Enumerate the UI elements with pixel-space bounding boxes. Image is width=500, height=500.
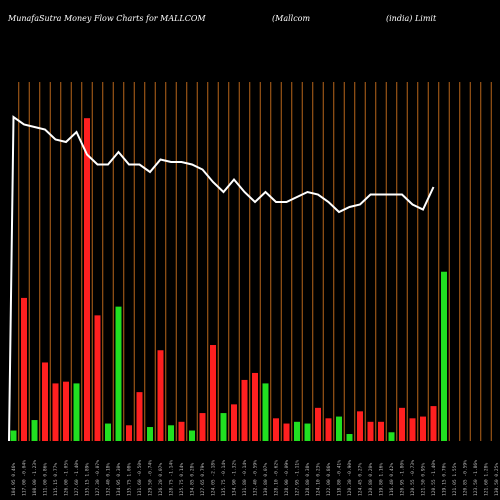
volume-bar [336,416,342,441]
x-tick-label: 117.00 -0.04% [22,460,28,496]
x-tick-label: 135.15 1.89% [85,463,91,496]
company-name-part1: (Mallcom [272,14,311,23]
x-tick-label: 130.50 0.25% [494,463,500,496]
x-tick-label: 121.60 1.28% [484,463,490,496]
volume-bar [367,421,374,441]
x-tick-label: 129.50 -0.74% [148,460,154,496]
volume-bar [315,407,321,441]
x-axis-labels: 104.95 0.46% 117.00 -0.04% 108.00 -1.23% 11… [11,460,500,496]
x-tick-label: 111.00 0.86% [43,463,49,496]
x-tick-label: 132.40 0.18% [106,463,112,496]
volume-bar [10,430,17,441]
x-tick-label: 131.80 -0.14% [242,460,248,496]
x-tick-label: 116.40 0.42% [389,463,395,496]
volume-bar [273,418,279,441]
volume-bar [304,423,311,441]
volume-bar [178,421,185,441]
volume-bar [84,118,90,442]
x-tick-label: 128.75 -1.14% [169,460,175,496]
x-tick-label: 108.00 -1.23% [32,460,38,496]
volume-bar [52,383,59,441]
x-tick-label: 130.80 0.07% [263,463,269,496]
volume-bar [21,297,27,441]
x-tick-label: 120.55 -0.73% [410,460,416,496]
x-tick-label: 104.95 0.46% [11,463,17,496]
volume-bar [262,383,269,441]
x-tick-label: 128.90 -0.09% [284,460,290,496]
x-tick-label: 119.80 1.16% [379,463,385,496]
x-tick-label: 124.45 0.27% [358,463,364,496]
x-tick-label: 131.60 -0.50% [137,460,143,496]
volume-bar [252,372,258,441]
volume-bar [346,434,353,441]
vertical-gridlines [18,82,492,441]
volume-bar [220,413,227,441]
chart-title: MunafaSutra Money Flow Charts for MALLCO… [8,14,206,23]
x-tick-label: 120.30 -0.90% [347,460,353,496]
x-tick-label: 135.75 -0.14% [221,460,227,496]
volume-bar [42,362,48,441]
x-tick-label: 128.10 -0.62% [274,460,280,496]
x-tick-label: 127.65 0.79% [200,463,206,496]
volume-bar [94,315,101,441]
x-tick-label: 125.75 0.14% [179,463,185,496]
x-tick-label: 122.00 0.86% [326,463,332,496]
volume-bar [105,423,111,441]
x-tick-label: 135.75 1.08% [127,463,133,496]
volume-bar [31,420,38,441]
x-tick-label: 134.85 0.28% [190,463,196,496]
volume-bar [420,416,426,441]
volume-bar [168,425,174,441]
volume-bar [430,406,437,441]
x-tick-label: 118.80 -0.41% [337,460,343,496]
x-tick-label: 120.95 -1.80% [400,460,406,496]
money-flow-line [8,115,435,442]
company-name-part2: (india) Limit [386,14,437,23]
volume-bar [147,427,153,441]
volume-bar [231,404,237,441]
x-tick-label: 124.05 -2.18% [211,460,217,496]
volume-bar [409,418,416,441]
volume-bar [399,407,405,441]
x-tick-label: 134.95 0.30% [116,463,122,496]
volume-bar [73,383,80,441]
volume-bar [157,350,164,441]
x-tick-label: 115.15 0.77% [53,463,59,496]
volume-bar [441,271,447,441]
x-tick-label: 126.00 -1.05% [64,460,70,496]
volume-bar [115,306,122,441]
volume-bar [378,421,384,441]
x-tick-label: 132.40 -0.59% [253,460,259,496]
x-tick-label: 121.05 1.55% [452,463,458,496]
volume-bar [126,425,132,441]
volume-bar [199,413,206,441]
x-tick-label: 127.30 -0.07% [95,460,101,496]
x-tick-label: 123.50 -1.86% [473,460,479,496]
volume-bar [294,421,300,441]
x-tick-label: 124.10 0.23% [316,463,322,496]
volume-bar [357,411,363,441]
x-tick-label: 120.55 -1.40% [431,460,437,496]
volume-bars [10,118,447,442]
x-tick-label: 121.50 0.95% [421,463,427,496]
x-tick-label: 120.80 0.20% [368,463,374,496]
volume-bar [210,345,216,441]
volume-bar [63,381,69,441]
x-tick-label: 119.15 0.70% [442,463,448,496]
volume-bar [241,379,248,441]
volume-bar [136,392,143,441]
x-tick-label: 128.80 0.38% [305,463,311,496]
x-tick-label: 120.85 -0.59% [463,460,469,496]
volume-bar [283,423,290,441]
x-tick-label: 127.95 -1.11% [295,460,301,496]
x-tick-label: 127.60 -1.40% [74,460,80,496]
x-tick-label: 134.90 -1.32% [232,460,238,496]
volume-bar [388,432,395,441]
volume-bar [189,430,195,441]
volume-bar [325,418,332,441]
x-tick-label: 126.20 0.07% [158,463,164,496]
